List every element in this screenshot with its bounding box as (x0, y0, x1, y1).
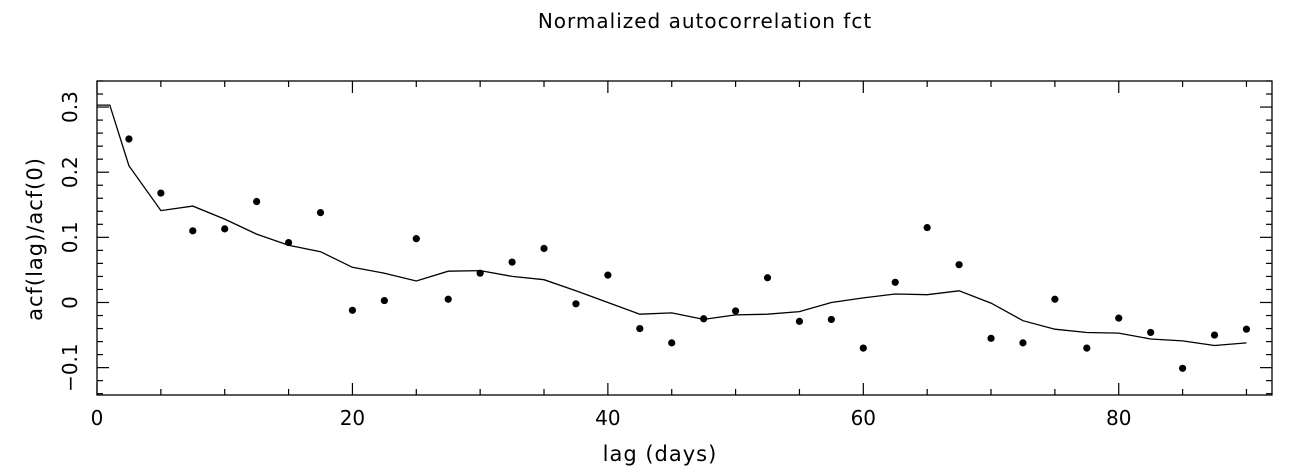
data-point (731, 307, 740, 315)
data-point (827, 315, 835, 324)
data-point (412, 235, 420, 243)
y-tick-label: −0.1 (58, 343, 82, 392)
plot-frame (96, 80, 1273, 396)
data-point (508, 258, 516, 266)
data-point (444, 295, 452, 303)
data-point (859, 344, 867, 352)
data-series (97, 104, 1251, 372)
x-tick-label: 20 (340, 406, 365, 430)
x-tick-label: 60 (851, 406, 876, 430)
data-point (157, 189, 165, 197)
tick-labels: 0 20 40 60 80 −0.1 0 0.1 0.2 0.3 (58, 91, 1131, 430)
data-point (221, 225, 229, 233)
data-point (923, 223, 931, 232)
y-tick-label: 0 (58, 296, 82, 309)
tick-marks (96, 80, 1272, 395)
data-point (1019, 339, 1027, 347)
x-tick-label: 0 (91, 406, 104, 430)
data-point (189, 227, 197, 235)
y-tick-label: 0.1 (58, 221, 82, 253)
data-point (1178, 364, 1187, 372)
data-point (316, 208, 325, 217)
data-point (1147, 328, 1155, 337)
data-point (668, 339, 676, 347)
data-point (125, 135, 133, 143)
chart-title: Normalized autocorrelation fct (538, 9, 872, 33)
data-point (763, 274, 772, 282)
data-point (795, 317, 804, 325)
data-point (572, 300, 580, 308)
y-axis-label: acf(lag)/acf(0) (23, 157, 47, 321)
data-point (891, 278, 899, 286)
x-axis-label: lag (days) (603, 442, 718, 466)
data-point (955, 261, 963, 269)
x-tick-label: 40 (595, 406, 620, 430)
data-point (987, 334, 995, 342)
data-point (1115, 314, 1123, 322)
data-point (1210, 331, 1219, 339)
data-point (380, 296, 388, 305)
data-point (604, 271, 612, 279)
data-point (540, 244, 548, 253)
data-point (348, 306, 357, 314)
y-tick-label: 0.3 (58, 91, 82, 123)
data-point (1083, 344, 1091, 352)
x-tick-label: 80 (1106, 406, 1131, 430)
data-point (1242, 325, 1251, 333)
data-point (253, 197, 261, 206)
y-tick-label: 0.2 (58, 156, 82, 188)
smoothed-line (97, 104, 1247, 347)
data-point (1051, 295, 1059, 303)
data-point (636, 324, 644, 333)
